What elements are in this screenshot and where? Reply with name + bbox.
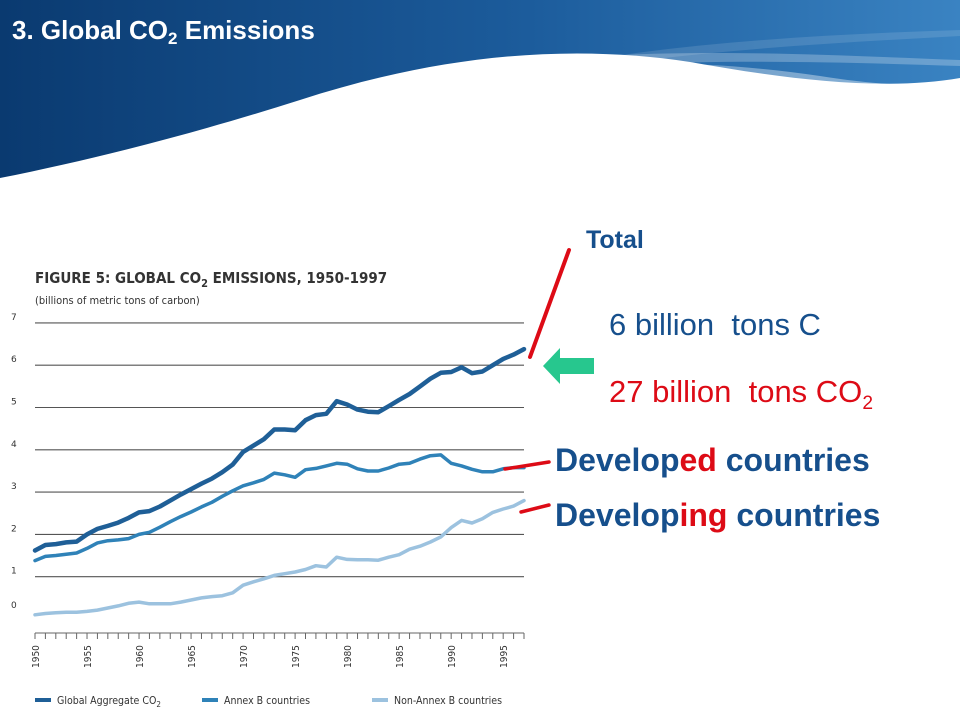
slide-title: 3. Global CO2 Emissions [12, 15, 315, 48]
y-tick-label: 5 [11, 398, 17, 408]
legend-label: Global Aggregate CO2 [57, 695, 161, 709]
total-pointer-line [528, 248, 571, 359]
x-tick-label: 1970 [239, 645, 250, 668]
chart-gridlines [35, 322, 524, 578]
legend-label: Non-Annex B countries [394, 695, 502, 707]
developing-countries-label: Developing countries [555, 497, 881, 533]
x-tick-label: 1955 [83, 645, 94, 668]
y-axis-ticks: 0 1 2 3 4 5 6 7 [11, 313, 17, 611]
y-tick-label: 0 [11, 601, 17, 611]
carbon-amount-label: 6 billion tons C [609, 307, 821, 342]
header-banner [0, 0, 960, 180]
y-tick-label: 1 [11, 567, 17, 577]
x-tick-label: 1995 [499, 645, 510, 668]
chart-subtitle: (billions of metric tons of carbon) [35, 294, 200, 307]
annotation-layer [503, 248, 594, 514]
series-line-2 [33, 498, 526, 617]
x-tick-label: 1975 [291, 645, 302, 668]
developed-countries-label: Developed countries [555, 442, 870, 478]
x-tick-label: 1990 [447, 645, 458, 668]
series-line-1 [33, 453, 526, 563]
x-tick-label: 1960 [135, 645, 146, 668]
x-tick-label: 1980 [343, 645, 354, 668]
y-tick-label: 3 [11, 482, 17, 492]
y-tick-label: 7 [11, 313, 17, 323]
left-arrow-icon [543, 348, 594, 384]
x-tick-label: 1950 [31, 645, 42, 668]
legend-label: Annex B countries [224, 695, 310, 707]
y-tick-label: 2 [11, 524, 17, 534]
total-label: Total [586, 226, 644, 254]
x-tick-label: 1985 [395, 645, 406, 668]
chart-series [32, 346, 527, 617]
emissions-chart: FIGURE 5: GLOBAL CO2 EMISSIONS, 1950-199… [11, 269, 527, 709]
y-tick-label: 4 [11, 440, 17, 450]
x-axis-ticks: 1950 1955 1960 1965 1970 1975 1980 1985 1990 1995 [31, 632, 525, 668]
x-tick-label: 1965 [187, 645, 198, 668]
developed-pointer-line [503, 460, 551, 471]
series-line-0 [32, 346, 527, 553]
y-tick-label: 6 [11, 355, 17, 365]
developing-pointer-line [519, 503, 551, 514]
co2-amount-label: 27 billion tons CO2 [609, 374, 873, 414]
chart-title: FIGURE 5: GLOBAL CO2 EMISSIONS, 1950-199… [35, 269, 387, 290]
chart-legend: Global Aggregate CO2 Annex B countries Non… [35, 695, 502, 709]
